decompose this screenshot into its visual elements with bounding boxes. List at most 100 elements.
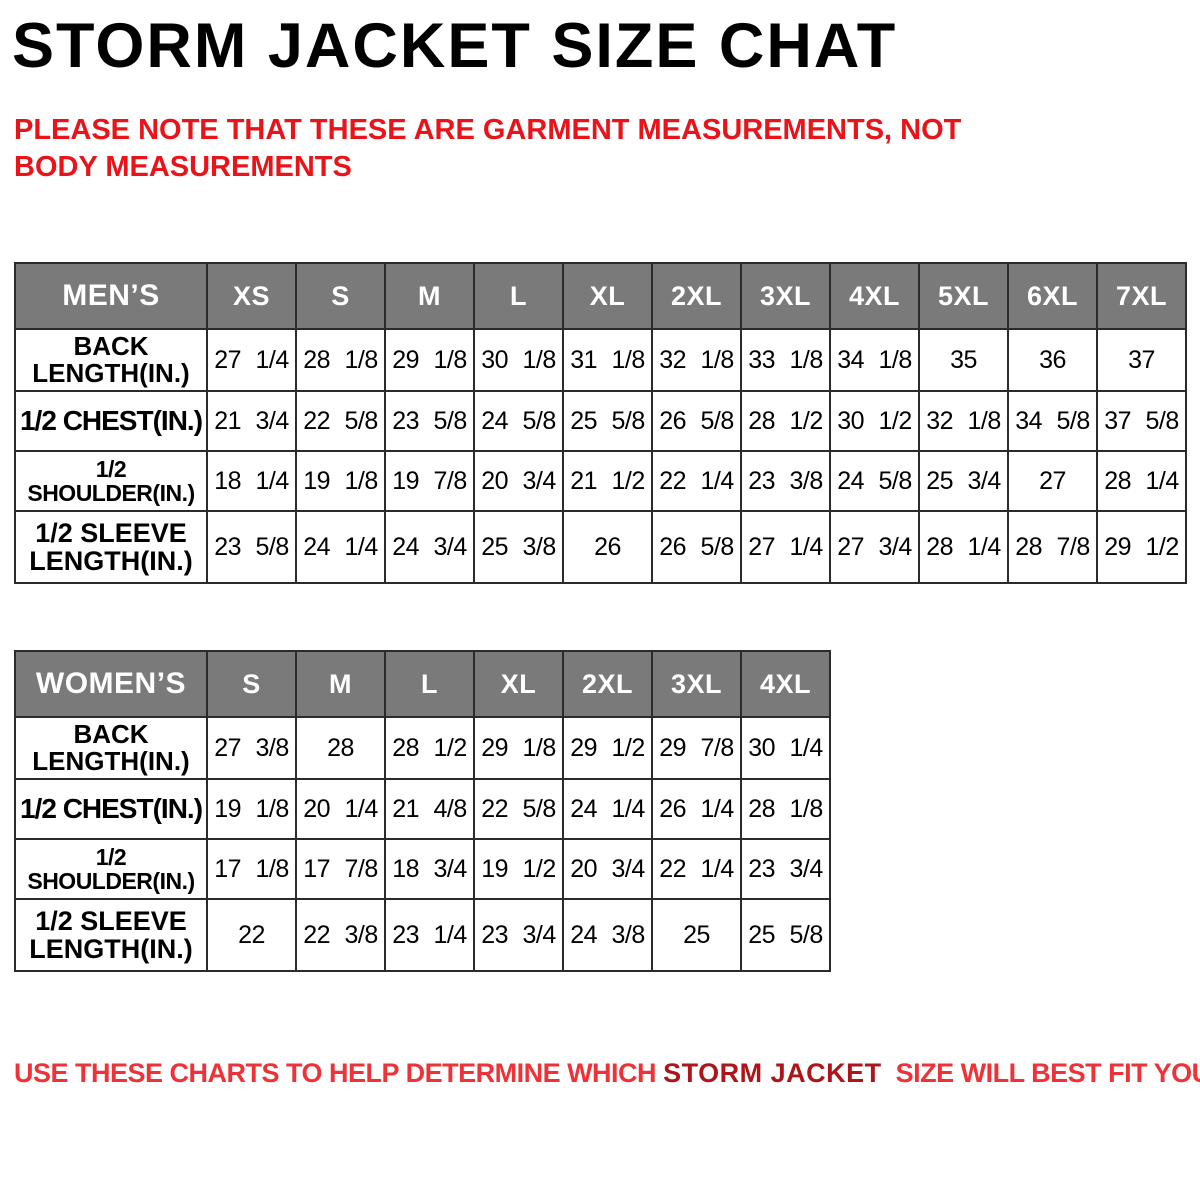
row-label: 1/2 CHEST(IN.) [14,778,208,840]
mens-table-title: MEN’S [14,262,208,330]
measurement-cell: 32 1/8 [651,328,742,392]
size-column-header: XL [473,650,564,718]
garment-measurement-note: PLEASE NOTE THAT THESE ARE GARMENT MEASU… [14,114,962,184]
measurement-cell: 36 [1007,328,1098,392]
row-label: 1/2 SHOULDER(IN.) [14,450,208,512]
measurement-cell: 19 1/8 [206,778,297,840]
measurement-cell: 25 5/8 [740,898,831,972]
measurement-cell: 18 3/4 [384,838,475,900]
measurement-cell: 29 7/8 [651,716,742,780]
measurement-cell: 26 5/8 [651,510,742,584]
measurement-cell: 19 1/2 [473,838,564,900]
measurement-cell: 24 1/4 [295,510,386,584]
size-column-header: S [206,650,297,718]
measurement-cell: 26 [562,510,653,584]
footer-fit-note: USE THESE CHARTS TO HELP DETERMINE WHICH… [14,1058,1200,1089]
measurement-cell: 28 1/8 [740,778,831,840]
footer-fit-note-suffix: SIZE WILL BEST FIT YOU. [881,1058,1200,1088]
size-column-header: XL [562,262,653,330]
row-label: 1/2 SLEEVE LENGTH(IN.) [14,510,208,584]
footer-fit-note-prefix: USE THESE CHARTS TO HELP DETERMINE WHICH [14,1058,664,1088]
womens-table-title: WOMEN’S [14,650,208,718]
measurement-cell: 23 5/8 [206,510,297,584]
size-column-header: 7XL [1096,262,1187,330]
measurement-cell: 30 1/8 [473,328,564,392]
table-row: BACK LENGTH(IN.) 27 3/8 28 28 1/2 29 1/8 29 1… [14,716,831,780]
measurement-cell: 26 5/8 [651,390,742,452]
size-column-header: 6XL [1007,262,1098,330]
measurement-cell: 24 3/8 [562,898,653,972]
measurement-cell: 34 1/8 [829,328,920,392]
measurement-cell: 24 5/8 [473,390,564,452]
row-label: 1/2 CHEST(IN.) [14,390,208,452]
measurement-cell: 24 1/4 [562,778,653,840]
size-column-header: 4XL [829,262,920,330]
measurement-cell: 28 1/2 [384,716,475,780]
measurement-cell: 22 [206,898,297,972]
measurement-cell: 23 1/4 [384,898,475,972]
measurement-cell: 30 1/2 [829,390,920,452]
table-row: 1/2 CHEST(IN.) 21 3/4 22 5/8 23 5/8 24 5/8 25… [14,390,1187,452]
table-row: 1/2 SLEEVE LENGTH(IN.) 22 22 3/8 23 1/4 23 3… [14,898,831,972]
table-row: 1/2 CHEST(IN.) 19 1/8 20 1/4 21 4/8 22 5/8 24… [14,778,831,840]
measurement-cell: 17 1/8 [206,838,297,900]
womens-size-table: WOMEN’S S M L XL 2XL 3XL 4XL BACK LENGTH(IN.) 27 … [14,650,831,972]
measurement-cell: 29 1/2 [1096,510,1187,584]
measurement-cell: 20 1/4 [295,778,386,840]
measurement-cell: 25 [651,898,742,972]
measurement-cell: 28 1/4 [1096,450,1187,512]
measurement-cell: 29 1/2 [562,716,653,780]
size-column-header: 2XL [562,650,653,718]
mens-size-table: MEN’S XS S M L XL 2XL 3XL 4XL 5XL 6XL 7XL BACK LENGT… [14,262,1187,584]
row-label: BACK LENGTH(IN.) [14,328,208,392]
measurement-cell: 23 5/8 [384,390,475,452]
size-column-header: L [473,262,564,330]
measurement-cell: 37 [1096,328,1187,392]
womens-header-row: WOMEN’S S M L XL 2XL 3XL 4XL [14,650,831,718]
row-label: BACK LENGTH(IN.) [14,716,208,780]
footer-fit-note-highlight: STORM JACKET [663,1058,882,1088]
measurement-cell: 24 5/8 [829,450,920,512]
measurement-cell: 28 7/8 [1007,510,1098,584]
size-column-header: L [384,650,475,718]
measurement-cell: 21 1/2 [562,450,653,512]
measurement-cell: 21 4/8 [384,778,475,840]
table-row: 1/2 SHOULDER(IN.) 18 1/4 19 1/8 19 7/8 20 3/… [14,450,1187,512]
measurement-cell: 23 3/4 [740,838,831,900]
measurement-cell: 32 1/8 [918,390,1009,452]
measurement-cell: 19 1/8 [295,450,386,512]
measurement-cell: 23 3/4 [473,898,564,972]
measurement-cell: 22 5/8 [295,390,386,452]
measurement-cell: 22 5/8 [473,778,564,840]
size-column-header: M [295,650,386,718]
measurement-cell: 35 [918,328,1009,392]
measurement-cell: 27 3/8 [206,716,297,780]
womens-size-table-container: WOMEN’S S M L XL 2XL 3XL 4XL BACK LENGTH(IN.) 27 … [14,650,831,972]
measurement-cell: 33 1/8 [740,328,831,392]
size-column-header: XS [206,262,297,330]
table-row: BACK LENGTH(IN.) 27 1/4 28 1/8 29 1/8 30 1/8… [14,328,1187,392]
measurement-cell: 29 1/8 [473,716,564,780]
measurement-cell: 20 3/4 [473,450,564,512]
measurement-cell: 25 5/8 [562,390,653,452]
measurement-cell: 22 3/8 [295,898,386,972]
measurement-cell: 26 1/4 [651,778,742,840]
measurement-cell: 22 1/4 [651,838,742,900]
measurement-cell: 27 [1007,450,1098,512]
measurement-cell: 28 [295,716,386,780]
measurement-cell: 24 3/4 [384,510,475,584]
measurement-cell: 25 3/4 [918,450,1009,512]
table-row: 1/2 SLEEVE LENGTH(IN.) 23 5/8 24 1/4 24 3/4… [14,510,1187,584]
row-label: 1/2 SHOULDER(IN.) [14,838,208,900]
row-label: 1/2 SLEEVE LENGTH(IN.) [14,898,208,972]
measurement-cell: 34 5/8 [1007,390,1098,452]
page-title: STORM JACKET SIZE CHAT [12,11,898,81]
size-column-header: 3XL [651,650,742,718]
size-column-header: S [295,262,386,330]
size-column-header: 2XL [651,262,742,330]
measurement-cell: 20 3/4 [562,838,653,900]
measurement-cell: 27 1/4 [740,510,831,584]
measurement-cell: 22 1/4 [651,450,742,512]
measurement-cell: 17 7/8 [295,838,386,900]
measurement-cell: 27 1/4 [206,328,297,392]
